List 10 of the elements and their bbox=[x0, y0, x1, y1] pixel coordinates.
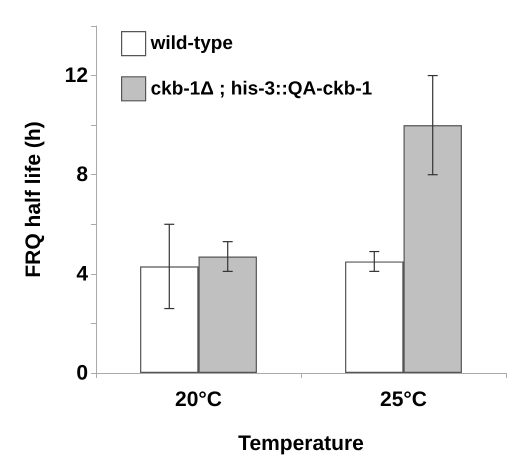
x-axis-title: Temperature bbox=[238, 432, 364, 455]
y-tick-label: 4 bbox=[76, 262, 88, 286]
x-tick-label: 25°C bbox=[380, 388, 427, 411]
y-tick-label: 0 bbox=[76, 362, 88, 384]
legend-label: ckb-1Δ ; his-3::QA-ckb-1 bbox=[150, 78, 373, 100]
y-tick-label: 12 bbox=[64, 64, 88, 88]
legend-label: wild-type bbox=[150, 33, 233, 54]
y-axis-title: FRQ half life (h) bbox=[22, 121, 45, 278]
x-tick-label: 20°C bbox=[175, 388, 222, 411]
y-tick-label: 8 bbox=[76, 163, 88, 186]
